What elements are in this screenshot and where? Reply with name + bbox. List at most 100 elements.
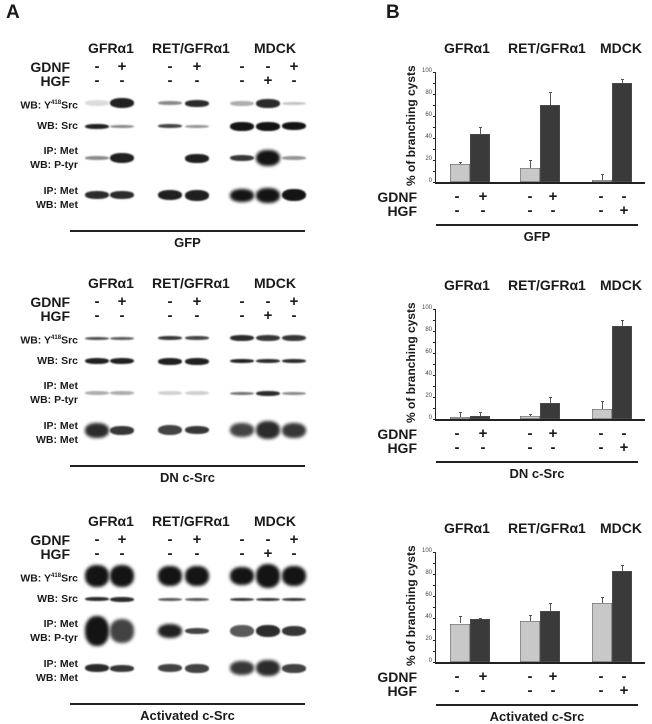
blot-band-src [85, 123, 109, 129]
y-tick [433, 419, 436, 420]
hgf-sign: + [263, 72, 273, 89]
error-cap [479, 412, 482, 414]
gdnf-label: GDNF [377, 426, 417, 442]
blot-band-met [230, 661, 254, 675]
gdnf-sign: - [239, 58, 245, 75]
hgf-sign: - [527, 439, 533, 456]
blot-band-src [230, 597, 254, 601]
gdnf-sign: + [192, 58, 202, 75]
blot-band-met [158, 664, 182, 672]
gdnf-sign: + [478, 668, 488, 685]
error-bar [530, 413, 531, 416]
gdnf-label: GDNF [377, 669, 417, 685]
row-label-met-wb: WB: Met [36, 672, 78, 684]
row-label-met-wb: WB: Met [36, 199, 78, 211]
chart-condition-label: GFP [523, 229, 551, 244]
y-minor-tick [433, 127, 435, 128]
bar-treated [540, 611, 560, 662]
hgf-sign: - [550, 682, 556, 699]
row-label-ptyr-ip: IP: Met [43, 618, 78, 630]
blot-band-ptyr [158, 391, 182, 395]
blot-header-2: MDCK [254, 513, 296, 529]
row-label-src: WB: Src [37, 120, 78, 132]
gdnf-sign: - [598, 668, 604, 685]
hgf-sign: - [454, 439, 460, 456]
blot-band-ptyr [185, 153, 209, 163]
hgf-label: HGF [40, 546, 70, 562]
bar-treated [470, 133, 490, 182]
error-bar [602, 401, 603, 410]
y-tick-label: 100 [421, 68, 432, 74]
blot-band-met [185, 426, 209, 434]
blot-band-met [256, 421, 280, 439]
blot-band-src [185, 124, 209, 128]
blot-band-y418 [230, 567, 254, 585]
gdnf-sign: + [192, 531, 202, 548]
blot-band-y418 [282, 101, 306, 105]
hgf-sign: + [619, 202, 629, 219]
chart-header-2: MDCK [600, 40, 642, 56]
error-cap [529, 413, 532, 415]
hgf-sign: - [454, 202, 460, 219]
y-tick-label: 20 [425, 156, 432, 162]
gdnf-sign: - [527, 425, 533, 442]
y-tick-label: 80 [425, 90, 432, 96]
error-bar [530, 614, 531, 622]
gdnf-sign: - [94, 531, 100, 548]
y-tick [433, 116, 436, 117]
blot-band-y418 [110, 565, 134, 587]
chart-header-1: RET/GFRα1 [508, 40, 586, 56]
gdnf-sign: + [548, 425, 558, 442]
hgf-sign: - [119, 307, 125, 324]
chart-header-2: MDCK [600, 520, 642, 536]
blot-header-0: GFRα1 [88, 513, 134, 529]
condition-label-act: Activated c-Src [140, 708, 235, 723]
blot-band-ptyr [85, 156, 109, 160]
y-axis-label: % of branching cysts [404, 65, 418, 186]
blot-band-ptyr [282, 626, 306, 636]
hgf-sign: - [480, 202, 486, 219]
y-minor-tick [433, 607, 435, 608]
y-minor-tick [433, 83, 435, 84]
bar-treated [540, 105, 560, 182]
y-tick-label: 40 [425, 134, 432, 140]
chart-header-1: RET/GFRα1 [508, 277, 586, 293]
hgf-label: HGF [387, 203, 417, 219]
y-tick-label: 40 [425, 614, 432, 620]
error-cap [459, 412, 462, 414]
blot-band-src [85, 358, 109, 364]
blot-band-ptyr [158, 624, 182, 638]
gdnf-sign: - [621, 425, 627, 442]
blot-band-y418 [85, 565, 109, 587]
y-minor-tick [433, 364, 435, 365]
blot-header-2: MDCK [254, 275, 296, 291]
y-tick-label: 100 [421, 548, 432, 554]
blot-band-y418 [256, 564, 280, 588]
blot-band-met [282, 189, 306, 201]
blot-header-2: MDCK [254, 40, 296, 56]
blot-band-y418 [230, 335, 254, 341]
chart-header-0: GFRα1 [444, 520, 490, 536]
gdnf-sign: + [192, 293, 202, 310]
y-minor-tick [433, 171, 435, 172]
blot-band-y418 [230, 100, 254, 106]
gdnf-label: GDNF [30, 532, 70, 548]
error-bar [622, 78, 623, 83]
hgf-sign: - [291, 72, 297, 89]
blot-header-1: RET/GFRα1 [152, 40, 230, 56]
blot-band-src [282, 122, 306, 130]
row-label-met-ip: IP: Met [43, 420, 78, 432]
y-tick-label: 100 [421, 305, 432, 311]
gdnf-sign: + [478, 188, 488, 205]
gdnf-sign: + [289, 293, 299, 310]
error-bar [602, 597, 603, 603]
gdnf-label: GDNF [30, 294, 70, 310]
error-bar [480, 412, 481, 416]
gdnf-sign: - [621, 668, 627, 685]
blot-band-ptyr [256, 625, 280, 637]
blot-band-src [185, 357, 209, 365]
y-minor-tick [433, 386, 435, 387]
gdnf-sign: - [454, 668, 460, 685]
blot-band-ptyr [185, 628, 209, 634]
blot-band-met [85, 664, 109, 672]
